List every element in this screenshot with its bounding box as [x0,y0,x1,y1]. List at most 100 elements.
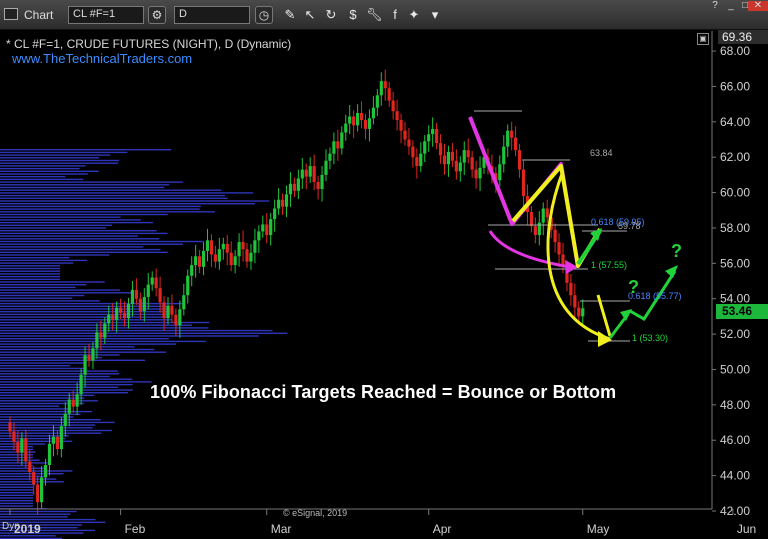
candle-body [47,443,52,466]
candle-body [549,217,553,230]
minimize-icon[interactable]: _ [728,0,734,11]
profile-bar [0,300,100,302]
candle-body [419,153,423,167]
candle-body [67,399,71,414]
profile-bar [0,281,105,283]
candle-body [253,240,257,253]
candle-body [545,208,549,218]
profile-bar [0,513,71,515]
watermark: © eSignal, 2019 [283,508,348,518]
profile-bar [0,313,170,316]
profile-bar [0,475,45,478]
profile-bar [0,464,33,467]
profile-bar [0,521,106,523]
profile-bar [0,213,168,216]
candle-body [170,305,174,315]
candle-body [336,141,340,149]
profile-bar [0,189,222,191]
chart-info-line: * CL #F=1, CRUDE FUTURES (NIGHT), D (Dyn… [6,37,292,51]
candle-body [300,169,304,179]
profile-bar [0,397,85,399]
profile-bar [0,332,288,334]
help-icon[interactable]: ? [712,0,718,11]
profile-bar [0,516,68,518]
profile-bar [0,184,170,186]
profile-bar [0,192,254,194]
profile-bar [0,437,66,440]
question-mark: ? [628,277,639,297]
wrench-icon[interactable]: 🔧︎ [366,7,383,22]
close-icon[interactable]: ✕ [748,1,768,11]
candle-body [119,307,123,313]
candle-body [265,224,269,236]
profile-bar [0,205,201,208]
expand-icon[interactable]: ▣ [697,33,709,45]
x-tick-label: Apr [433,522,452,536]
candle-body [213,254,217,262]
candle-body [529,212,533,227]
chevron-down-icon[interactable]: ▾ [431,7,439,22]
price-chart[interactable]: 63.84 0.618 (59.95) 59.78 1 (57.55) 0.61… [0,31,768,539]
y-tick-label: 60.00 [720,186,750,200]
profile-bar [0,494,33,496]
profile-bar [0,470,73,472]
interval-input[interactable]: D [174,6,250,24]
candle-body [446,151,451,165]
candle-body [521,169,526,197]
candle-body [423,141,427,154]
profile-bar [0,316,170,318]
clock-icon[interactable]: ◷ [255,6,273,24]
profile-bar [0,505,33,507]
x-tick-label: May [587,522,610,536]
candle-body [367,118,372,129]
candle-body [79,374,83,395]
profile-bar [0,308,170,310]
candle-body [375,95,379,108]
dollar-icon[interactable]: $ [349,7,357,22]
x-tick-label: 2019 [14,522,41,536]
candle-body [201,250,206,267]
profile-bar [0,265,60,267]
candle-body [431,128,435,135]
candle-body [438,143,443,156]
profile-bar [0,478,57,480]
symbol-input[interactable]: CL #F=1 [68,6,144,24]
profile-bar [0,527,78,529]
candle-body [383,81,387,89]
profile-bar [0,208,200,210]
fib-label: 1 (57.55) [591,260,627,270]
pencil-icon[interactable]: ✎ [284,7,296,22]
candle-body [435,128,439,144]
price-axis[interactable]: 42.00 44.00 46.00 48.00 50.00 52.00 54.00 56.00… [711,31,750,518]
candle-body [24,438,28,462]
candle-body [407,139,411,147]
profile-bar [0,243,183,245]
twitter-icon[interactable]: ✦ [408,7,420,22]
settings-icon[interactable]: ⚙ [148,6,166,24]
profile-bar [0,413,81,415]
profile-bar [0,481,64,483]
profile-bar [0,284,87,286]
maximize-icon[interactable]: □ [741,0,749,11]
candle-body [111,314,115,320]
magenta-curve [488,230,571,269]
candle-body [217,249,221,262]
profile-bar [0,176,66,178]
y-tick-label: 42.00 [720,504,750,518]
cursor-icon[interactable]: ↖ [304,7,316,22]
profile-bar [0,170,99,172]
profile-bar [0,410,93,413]
profile-bar [0,497,33,499]
facebook-icon[interactable]: f [393,7,397,22]
top-price-label: 69.36 [718,30,768,44]
profile-bar [0,162,119,164]
candle-body [332,141,336,154]
profile-bar [0,227,107,229]
time-axis[interactable]: 2019 Feb Mar Apr May Jun [0,508,756,536]
profile-bar [0,254,110,256]
profile-bar [0,230,157,232]
refresh-icon[interactable]: ↻ [325,7,337,22]
profile-bar [0,427,93,429]
profile-bar [0,459,40,461]
y-tick-label: 66.00 [720,79,750,93]
